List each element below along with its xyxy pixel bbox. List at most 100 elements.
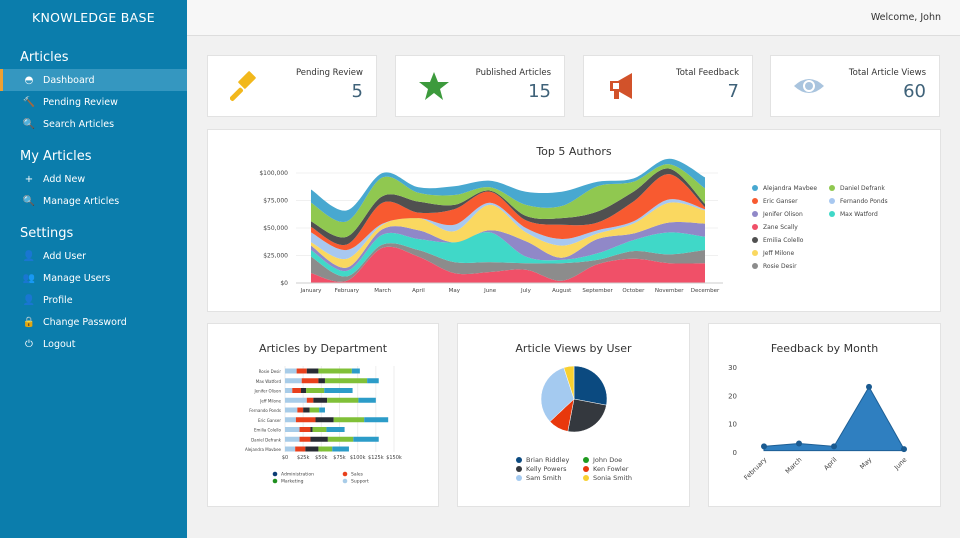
bar-segment[interactable] <box>285 427 300 432</box>
sidebar-item-change-password[interactable]: 🔒 Change Password <box>0 311 187 333</box>
legend-marker <box>829 185 835 191</box>
bar-segment[interactable] <box>319 407 325 413</box>
bar-segment[interactable] <box>285 368 297 374</box>
pie-slice-kelly-powers[interactable] <box>567 398 607 433</box>
bar-segment[interactable] <box>285 436 300 442</box>
legend-marker <box>583 475 589 481</box>
search-icon: 🔍 <box>22 118 36 130</box>
bar-segment[interactable] <box>306 368 319 374</box>
chart-title: Articles by Department <box>258 342 388 355</box>
area-series-max-watford[interactable] <box>311 232 705 277</box>
pie-slice-brian-riddley[interactable] <box>573 365 608 406</box>
area-series-alejandra-mavbee[interactable] <box>311 158 705 222</box>
bar-segment[interactable] <box>332 446 349 452</box>
bar-segment[interactable] <box>306 397 314 403</box>
bar-segment[interactable] <box>358 397 376 403</box>
stat-card-published-articles[interactable]: Published Articles 15 <box>395 55 565 117</box>
sidebar-item-search-articles[interactable]: 🔍 Search Articles <box>0 113 187 135</box>
bar-segment[interactable] <box>313 397 328 403</box>
bar-segment[interactable] <box>301 378 319 384</box>
area-series-daniel-defrank[interactable] <box>311 164 705 238</box>
area-series-jenifer-olison[interactable] <box>311 221 705 272</box>
bar-segment[interactable] <box>285 397 307 403</box>
y-tick-label: 20 <box>728 392 737 400</box>
bar-segment[interactable] <box>297 407 304 413</box>
bar-segment[interactable] <box>351 368 360 374</box>
bar-segment[interactable] <box>306 388 325 393</box>
sidebar-item-manage-articles[interactable]: 🔍 Manage Articles <box>0 190 187 212</box>
bar-segment[interactable] <box>303 407 310 413</box>
bar-segment[interactable] <box>326 427 345 432</box>
sidebar-item-label: Manage Articles <box>43 195 120 207</box>
bar-segment[interactable] <box>327 436 354 442</box>
area-series-eric-ganser[interactable] <box>311 174 705 251</box>
data-point[interactable] <box>796 440 802 447</box>
stat-value: 5 <box>351 81 363 102</box>
x-tick-label: April <box>412 288 425 294</box>
area-series-emilia-colello[interactable] <box>311 168 705 246</box>
area-series-fernando-ponds[interactable] <box>311 199 705 260</box>
bar-segment[interactable] <box>300 388 307 393</box>
data-point[interactable] <box>761 443 767 450</box>
bar-segment[interactable] <box>299 427 311 432</box>
sidebar-item-profile[interactable]: 👤 Profile <box>0 289 187 311</box>
data-point[interactable] <box>831 443 837 450</box>
area-series-zane-scally[interactable] <box>311 246 705 283</box>
bar-segment[interactable] <box>285 407 298 413</box>
pie-slice-sam-smith[interactable] <box>540 367 575 422</box>
x-tick-label: October <box>622 288 645 294</box>
bar-segment[interactable] <box>296 368 307 374</box>
x-tick-label: May <box>449 288 461 294</box>
sidebar-item-label: Profile <box>43 294 73 306</box>
stat-card-total-article-views[interactable]: Total Article Views 60 <box>770 55 940 117</box>
bar-segment[interactable] <box>310 436 328 442</box>
area-series-jeff-milone[interactable] <box>311 202 705 268</box>
bar-segment[interactable] <box>285 378 302 384</box>
bar-segment[interactable] <box>353 436 379 442</box>
legend-marker <box>516 466 522 472</box>
pie-slice-sonia-smith[interactable] <box>563 365 575 400</box>
feedback-by-month-card: Feedback by Month 0 10 20 30 February March Ap… <box>708 323 941 507</box>
bar-segment[interactable] <box>292 388 301 393</box>
bar-segment[interactable] <box>295 446 306 452</box>
stat-card-total-feedback[interactable]: Total Feedback 7 <box>583 55 753 117</box>
bar-segment[interactable] <box>324 388 353 393</box>
bar-segment[interactable] <box>318 368 352 374</box>
stat-label: Total Article Views <box>848 68 926 78</box>
bar-segment[interactable] <box>285 388 293 393</box>
legend-marker <box>829 198 835 204</box>
bar-segment[interactable] <box>299 436 311 442</box>
bar-segment[interactable] <box>315 417 334 423</box>
y-tick-label: Jenifer Olison <box>253 389 281 394</box>
legend-label: Administration <box>281 472 314 478</box>
sidebar-item-manage-users[interactable]: 👥 Manage Users <box>0 267 187 289</box>
sidebar-item-dashboard[interactable]: ◓ Dashboard <box>0 69 187 91</box>
sidebar-item-pending-review[interactable]: 🔨 Pending Review <box>0 91 187 113</box>
stat-value: 15 <box>528 81 551 102</box>
power-icon: ⏻ <box>25 338 33 350</box>
data-point[interactable] <box>866 383 872 390</box>
bar-segment[interactable] <box>364 417 389 423</box>
bar-segment[interactable] <box>318 446 333 452</box>
bar-segment[interactable] <box>305 446 319 452</box>
sidebar-item-add-user[interactable]: 👤 Add User <box>0 245 187 267</box>
bar-segment[interactable] <box>324 378 368 384</box>
bar-segment[interactable] <box>327 397 359 403</box>
legend-label: Fernando Ponds <box>840 198 888 205</box>
data-point[interactable] <box>901 446 907 453</box>
bar-segment[interactable] <box>309 407 320 413</box>
bar-segment[interactable] <box>367 378 379 384</box>
bar-segment[interactable] <box>312 427 327 432</box>
legend-label: Rosie Desir <box>763 263 797 270</box>
x-tick-label: March <box>374 288 391 294</box>
stat-card-pending-review[interactable]: Pending Review 5 <box>207 55 377 117</box>
bar-segment[interactable] <box>318 378 325 384</box>
area-series-rosie-desir[interactable] <box>311 243 705 282</box>
bar-segment[interactable] <box>295 417 316 423</box>
bar-segment[interactable] <box>333 417 365 423</box>
sidebar-item-add-new[interactable]: + Add New <box>0 168 187 190</box>
bar-segment[interactable] <box>285 417 296 423</box>
bar-segment[interactable] <box>310 427 313 432</box>
bar-segment[interactable] <box>285 446 296 452</box>
sidebar-item-logout[interactable]: ⏻ Logout <box>0 333 187 355</box>
